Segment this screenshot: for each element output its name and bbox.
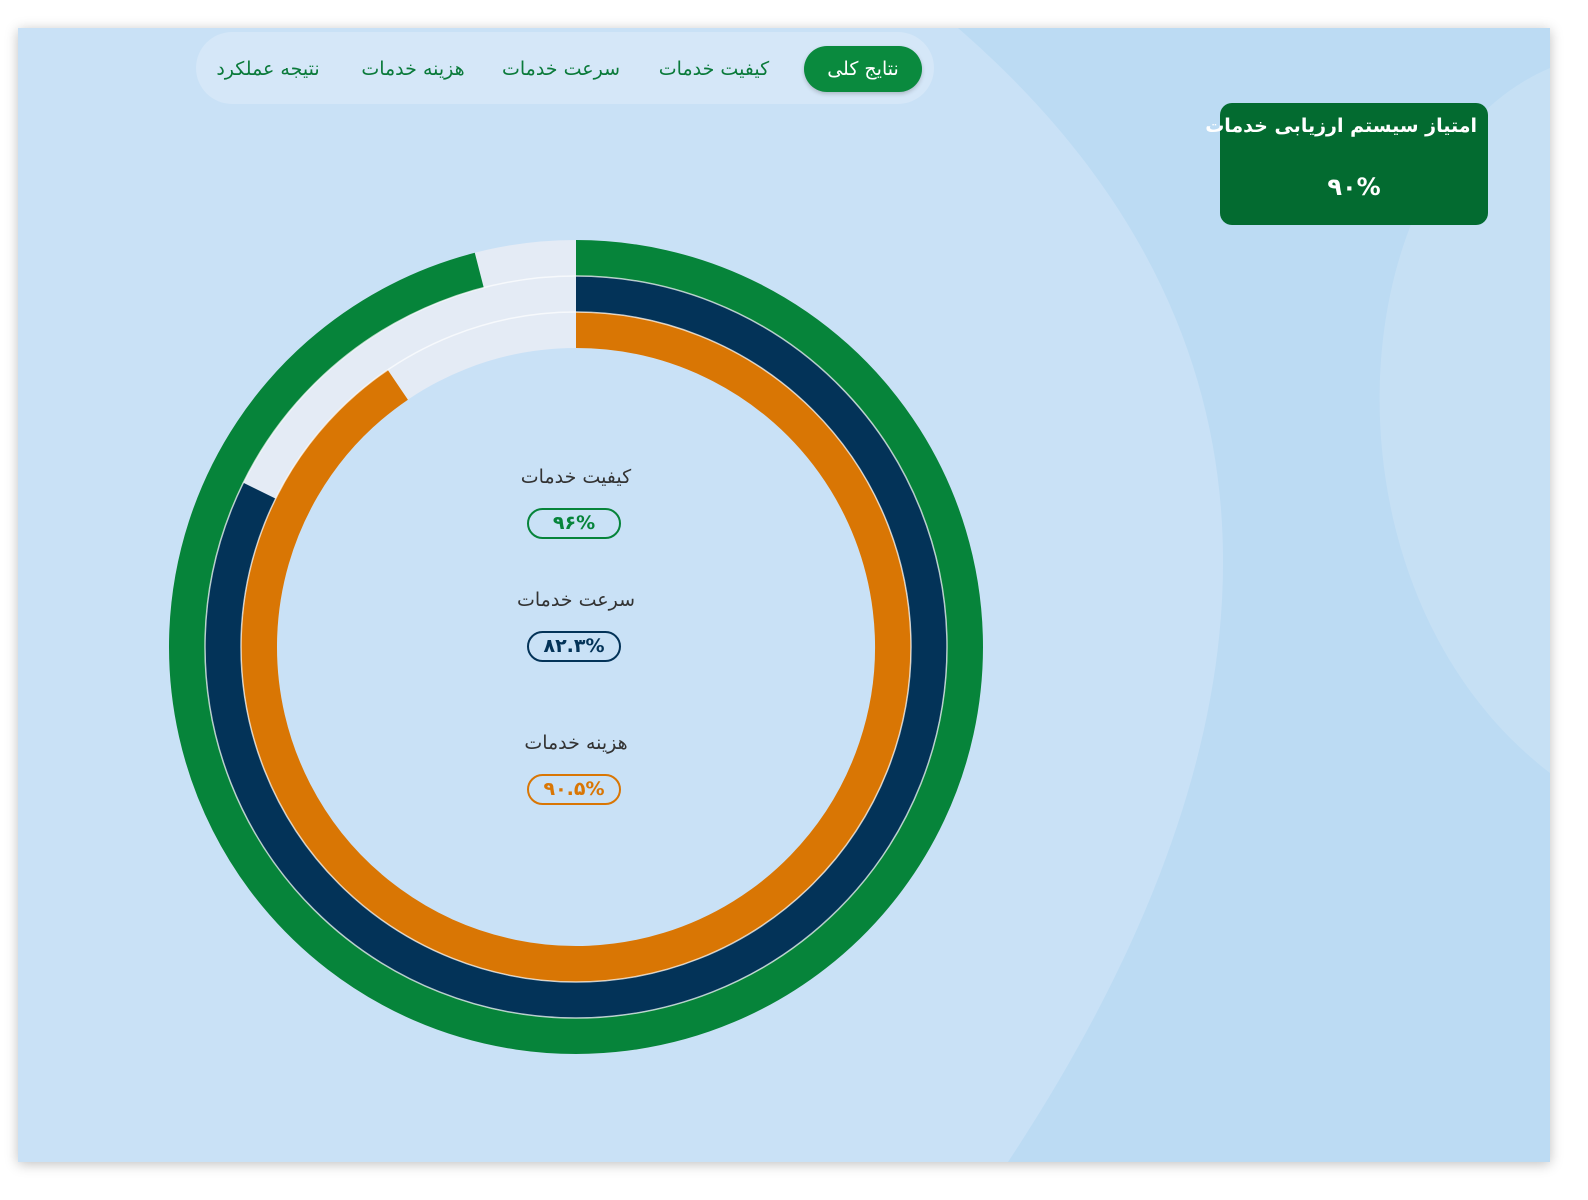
speed-value-badge: ۸۲.۳% (527, 631, 621, 662)
score-card-value: ۹۰% (1327, 173, 1381, 201)
tab-performance-result[interactable]: نتیجه عملکرد (216, 58, 320, 80)
tab-service-quality[interactable]: کیفیت خدمات (658, 58, 770, 80)
background-decoration (958, 28, 1550, 1162)
cost-value-badge: ۹۰.۵% (527, 774, 621, 805)
ring-bar-0[interactable] (169, 240, 983, 1054)
cost-series-label: هزینه خدمات (524, 732, 628, 754)
ring-bar-1[interactable] (205, 276, 947, 1018)
score-card-title: امتیاز سیستم ارزیابی خدمات (1205, 115, 1477, 137)
quality-series-label: کیفیت خدمات (520, 466, 632, 488)
ring-separator-1 (240, 311, 912, 983)
score-card: امتیاز سیستم ارزیابی خدمات ۹۰% (1205, 103, 1488, 225)
quality-value-badge: ۹۶% (527, 508, 621, 539)
ring-separator-0 (204, 275, 948, 1019)
tab-bar: نتایج کلی کیفیت خدمات سرعت خدمات هزینه خ… (196, 32, 934, 104)
tab-service-speed[interactable]: سرعت خدمات (501, 58, 620, 80)
tab-overall-results[interactable]: نتایج کلی (804, 46, 922, 92)
ring-bar-2[interactable] (241, 312, 911, 982)
dashboard-frame: نتایج کلی کیفیت خدمات سرعت خدمات هزینه خ… (18, 28, 1550, 1162)
radial-bar-chart (169, 240, 983, 1054)
speed-series-label: سرعت خدمات (516, 589, 635, 611)
tab-service-cost[interactable]: هزینه خدمات (361, 58, 465, 80)
